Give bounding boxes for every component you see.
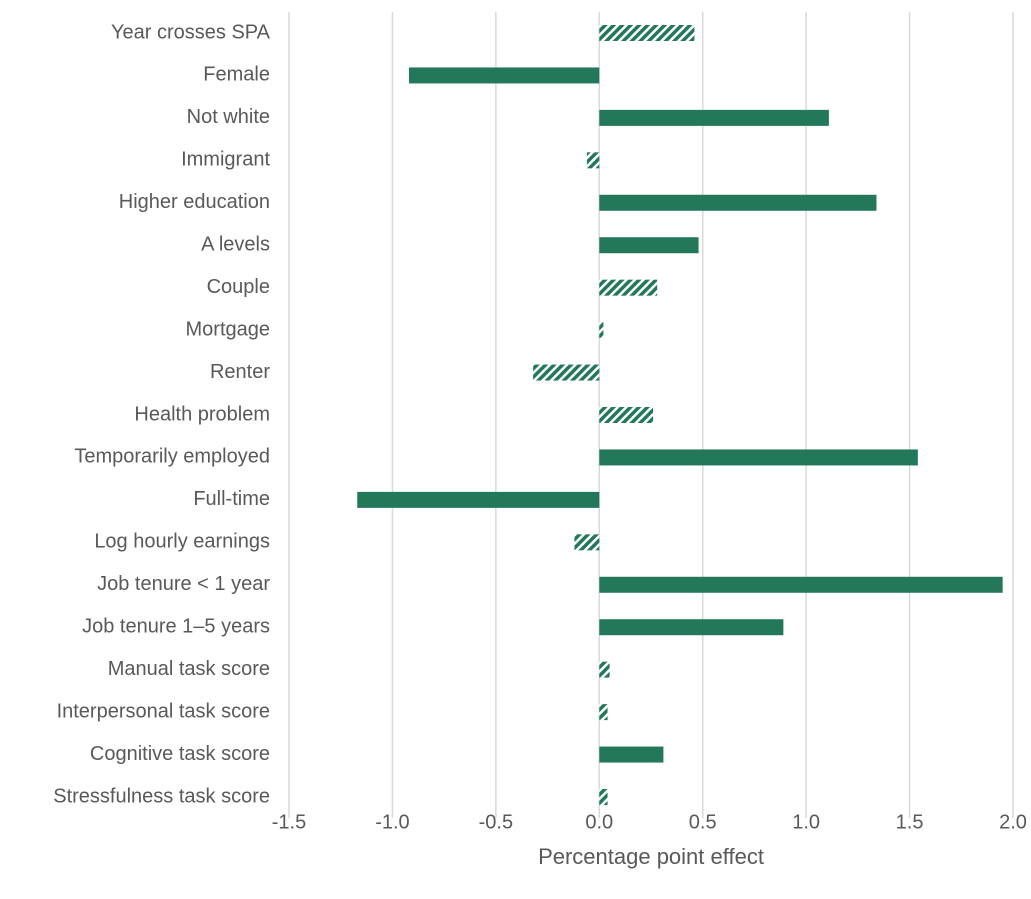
x-axis-label: Percentage point effect <box>538 844 764 869</box>
y-tick-label: Job tenure 1–5 years <box>82 616 270 638</box>
y-tick-label: Couple <box>207 276 270 298</box>
y-tick-label: Job tenure < 1 year <box>97 573 270 595</box>
bar <box>599 576 1003 593</box>
y-tick-label: Not white <box>187 106 270 128</box>
y-tick-label: Mortgage <box>186 318 271 340</box>
y-tick-label: Immigrant <box>181 149 270 171</box>
bar <box>599 322 604 339</box>
y-tick-label: Log hourly earnings <box>94 531 270 553</box>
y-tick-label: Year crosses SPA <box>111 21 271 43</box>
y-tick-label: Interpersonal task score <box>57 700 270 722</box>
x-tick-label: 1.0 <box>792 811 820 833</box>
y-tick-label: Renter <box>210 361 270 383</box>
x-tick-label: -1.0 <box>375 811 409 833</box>
x-tick-label: -1.5 <box>272 811 306 833</box>
bar <box>599 661 610 678</box>
y-tick-label: Stressfulness task score <box>53 785 270 807</box>
bar <box>408 67 600 84</box>
bar <box>599 279 658 296</box>
x-tick-label: 0.5 <box>689 811 717 833</box>
bar <box>599 449 918 466</box>
y-tick-label: Full-time <box>193 488 270 510</box>
x-tick-label: 0.0 <box>585 811 613 833</box>
bar <box>599 194 877 211</box>
bar <box>599 619 784 636</box>
y-tick-label: Higher education <box>119 191 270 213</box>
bar <box>599 109 829 126</box>
bar <box>533 364 600 381</box>
bar <box>599 704 608 721</box>
bar <box>599 25 695 41</box>
y-tick-label: Female <box>203 64 270 86</box>
y-tick-label: A levels <box>201 234 270 256</box>
y-tick-label: Health problem <box>134 403 270 425</box>
bar <box>574 534 600 551</box>
x-tick-label: 2.0 <box>999 811 1027 833</box>
y-tick-label: Cognitive task score <box>90 743 270 765</box>
y-tick-label: Manual task score <box>108 658 270 680</box>
x-tick-label: -0.5 <box>479 811 513 833</box>
bar <box>599 746 664 763</box>
bar <box>586 152 600 169</box>
bar <box>599 407 654 423</box>
x-tick-label: 1.5 <box>896 811 924 833</box>
bar <box>599 789 608 805</box>
y-tick-label: Temporarily employed <box>74 446 270 468</box>
bar <box>357 491 600 508</box>
bar <box>599 237 699 254</box>
